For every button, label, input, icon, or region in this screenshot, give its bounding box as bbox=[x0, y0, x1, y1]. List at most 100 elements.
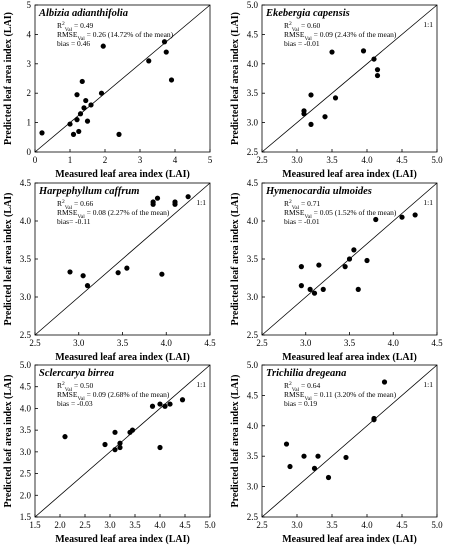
y-tick-label: 3.0 bbox=[247, 482, 259, 492]
stat-annotation: RMSEVal = 0.26 (14.72% of the mean) bbox=[57, 30, 174, 42]
data-point bbox=[76, 128, 82, 135]
y-tick-label: 4.5 bbox=[20, 178, 32, 188]
y-tick-label: 3.5 bbox=[20, 425, 32, 435]
x-tick-label: 4.0 bbox=[388, 338, 400, 348]
y-tick-label: 3.5 bbox=[247, 254, 259, 264]
stat-annotation: bias= -0.11 bbox=[57, 217, 91, 226]
data-point bbox=[84, 283, 91, 289]
data-point bbox=[74, 117, 80, 123]
data-point bbox=[116, 131, 122, 137]
stat-segment: R bbox=[57, 381, 62, 390]
x-axis-title: Measured leaf area index (LAI) bbox=[282, 352, 417, 363]
panel-title: Harpephyllum caffrum bbox=[38, 186, 139, 197]
data-point bbox=[39, 130, 45, 136]
x-tick-label: 2.5 bbox=[256, 338, 268, 348]
stat-segment: RMSE bbox=[57, 30, 78, 39]
data-point bbox=[322, 114, 328, 120]
data-point bbox=[301, 108, 307, 114]
data-point bbox=[360, 48, 367, 54]
data-point bbox=[162, 403, 168, 409]
data-point bbox=[112, 447, 118, 453]
data-point bbox=[329, 49, 335, 55]
stat-annotation: bias = 0.19 bbox=[284, 399, 317, 408]
y-tick-label: 2.5 bbox=[247, 147, 259, 157]
x-tick-label: 3 bbox=[138, 155, 143, 165]
x-tick-label: 4.5 bbox=[204, 338, 216, 348]
x-axis-title: Measured leaf area index (LAI) bbox=[282, 169, 417, 180]
data-point bbox=[371, 415, 377, 422]
data-point bbox=[124, 265, 130, 271]
x-tick-label: 4.0 bbox=[161, 338, 173, 348]
stat-segment: 2 bbox=[62, 381, 65, 387]
stat-annotation: R2Val = 0.64 bbox=[284, 381, 320, 393]
y-axis-title: Predicted leaf area index (LAI) bbox=[3, 193, 14, 326]
identity-line bbox=[34, 4, 211, 153]
identity-label: 1:1 bbox=[196, 380, 206, 389]
stat-segment: RMSE bbox=[284, 208, 305, 217]
data-point bbox=[179, 397, 186, 403]
y-tick-label: 3.0 bbox=[20, 292, 32, 302]
panel-title: Albizia adianthifolia bbox=[38, 8, 128, 19]
stat-segment: 2 bbox=[62, 199, 65, 205]
data-point bbox=[83, 97, 89, 104]
stat-segment: = 0.50 bbox=[72, 381, 93, 390]
stat-segment: RMSE bbox=[57, 208, 78, 217]
y-tick-label: 2.0 bbox=[20, 490, 32, 500]
y-axis-title: Predicted leaf area index (LAI) bbox=[230, 375, 241, 508]
stat-segment: Val bbox=[304, 214, 312, 220]
data-point bbox=[342, 264, 348, 270]
stat-segment: Val bbox=[304, 396, 312, 402]
y-tick-label: 5 bbox=[27, 0, 32, 10]
data-point bbox=[146, 58, 152, 64]
y-tick-label: 5.0 bbox=[247, 0, 259, 10]
data-point bbox=[298, 283, 304, 289]
data-point bbox=[399, 214, 405, 220]
y-tick-label: 4.0 bbox=[20, 403, 32, 413]
data-point bbox=[298, 264, 304, 270]
data-point bbox=[80, 273, 86, 279]
identity-label: 1:1 bbox=[423, 198, 433, 207]
y-tick-label: 5.0 bbox=[247, 360, 259, 370]
data-point bbox=[371, 56, 377, 62]
x-tick-label: 4.0 bbox=[361, 520, 373, 530]
data-point bbox=[67, 121, 73, 127]
x-tick-label: 3.5 bbox=[326, 520, 338, 530]
data-point bbox=[161, 39, 168, 45]
data-point bbox=[154, 195, 161, 201]
panel: 1.5 2.0 2.5 3.0 3.5 4.0 4.5 5.0 1.5 2.0 2.5 3.0 3.5 4… bbox=[3, 360, 216, 545]
x-tick-label: 2.5 bbox=[79, 520, 91, 530]
data-point bbox=[117, 440, 123, 446]
data-point bbox=[88, 102, 94, 108]
x-tick-label: 4.5 bbox=[396, 155, 408, 165]
stat-segment: 2 bbox=[62, 21, 65, 27]
panel-title: Ekebergia capensis bbox=[265, 8, 350, 19]
data-point bbox=[374, 72, 381, 79]
x-tick-label: 4 bbox=[173, 155, 178, 165]
x-tick-label: 1.5 bbox=[29, 520, 41, 530]
stat-segment: Val bbox=[77, 36, 85, 42]
stat-segment: Val bbox=[77, 214, 85, 220]
y-axis-title: Predicted leaf area index (LAI) bbox=[3, 375, 14, 508]
data-point bbox=[316, 262, 322, 268]
data-point bbox=[129, 427, 136, 433]
data-point bbox=[172, 199, 178, 205]
x-tick-label: 3.5 bbox=[344, 338, 356, 348]
data-point bbox=[168, 77, 175, 83]
plot-frame bbox=[34, 364, 211, 518]
stat-segment: R bbox=[284, 199, 289, 208]
data-point bbox=[74, 92, 80, 98]
data-point bbox=[159, 271, 165, 277]
data-point bbox=[325, 474, 332, 481]
y-tick-label: 0 bbox=[27, 147, 32, 157]
data-point bbox=[374, 67, 381, 73]
y-tick-label: 4.0 bbox=[20, 216, 32, 226]
x-tick-label: 4.5 bbox=[179, 520, 191, 530]
identity-line bbox=[34, 364, 211, 518]
x-tick-label: 2.5 bbox=[256, 155, 268, 165]
data-point bbox=[308, 92, 314, 98]
y-tick-label: 4.0 bbox=[247, 216, 259, 226]
y-tick-label: 2.5 bbox=[20, 469, 32, 479]
x-tick-label: 3.0 bbox=[104, 520, 116, 530]
x-tick-label: 2.5 bbox=[256, 520, 268, 530]
